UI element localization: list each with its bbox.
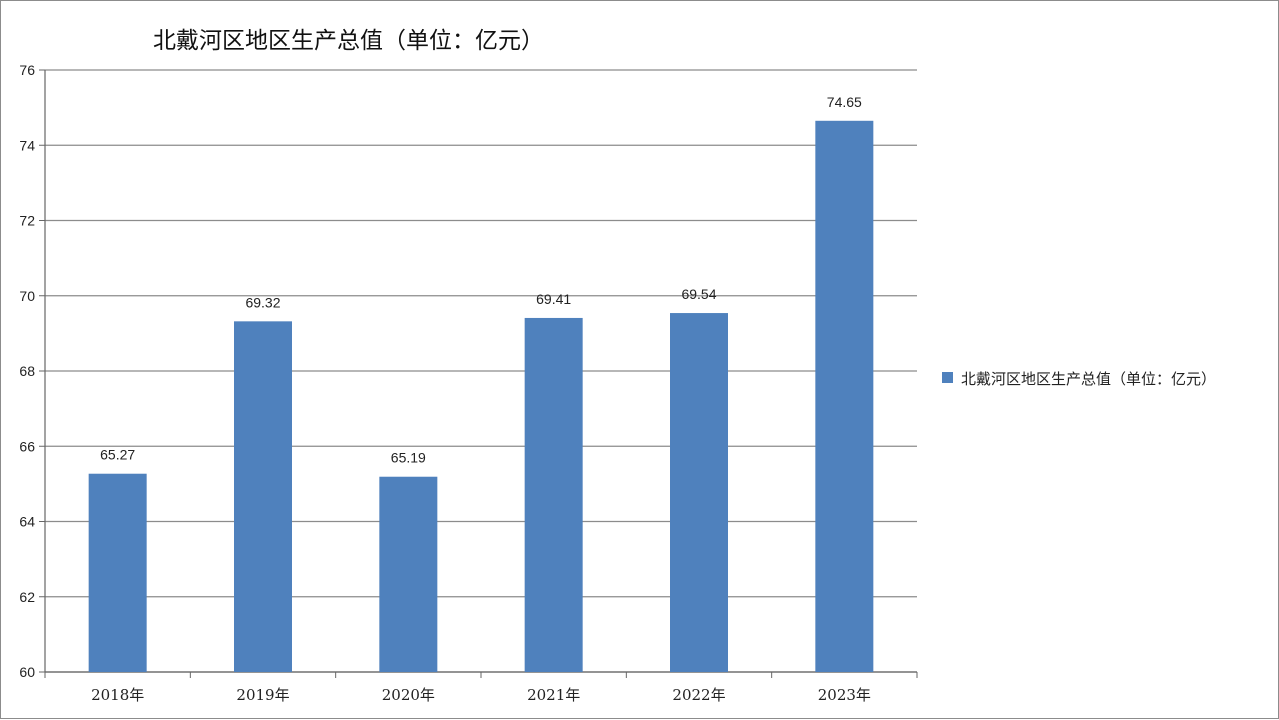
data-label-2023年: 74.65: [827, 94, 862, 110]
y-axis-tick-label: 64: [19, 514, 35, 530]
legend-swatch: [942, 372, 953, 383]
y-axis-tick-label: 76: [19, 62, 35, 78]
data-label-2021年: 69.41: [536, 291, 571, 307]
data-label-2022年: 69.54: [681, 286, 716, 302]
chart-title: 北戴河区地区生产总值（单位：亿元）: [153, 28, 544, 54]
y-axis-tick-label: 70: [19, 288, 35, 304]
y-axis-tick-label: 68: [19, 363, 35, 379]
y-axis-tick-label: 74: [19, 137, 35, 153]
x-axis-category-label: 2018年: [91, 686, 144, 704]
bar-2020年: [379, 476, 438, 672]
bar-2018年: [88, 473, 147, 672]
data-label-2018年: 65.27: [100, 447, 135, 463]
axes: 60 62 64 66 68 70 72 74 76 2018年 2019年 2020年 2021年 20…: [19, 62, 918, 704]
data-label-2020年: 65.19: [391, 450, 426, 466]
bars: [88, 120, 874, 672]
x-axis-category-label: 2020年: [382, 686, 435, 704]
x-axis-category-label: 2022年: [672, 686, 725, 704]
bar-2021年: [524, 317, 583, 672]
bar-2023年: [815, 120, 874, 672]
bar-2019年: [234, 321, 292, 672]
x-axis-category-label: 2019年: [236, 686, 289, 704]
y-axis-tick-label: 60: [19, 664, 35, 680]
gridlines: [45, 69, 917, 673]
legend: 北戴河区地区生产总值（单位：亿元）: [942, 370, 1216, 388]
y-axis-tick-label: 66: [19, 438, 35, 454]
y-axis-tick-label: 62: [19, 589, 35, 605]
legend-label: 北戴河区地区生产总值（单位：亿元）: [961, 370, 1216, 388]
data-label-2019年: 69.32: [245, 294, 280, 310]
x-axis-category-label: 2021年: [527, 686, 580, 704]
data-labels: 65.27 69.32 65.19 69.41 69.54 74.65: [100, 94, 862, 466]
x-axis-category-label: 2023年: [818, 686, 871, 704]
bar-2022年: [670, 313, 728, 672]
y-axis-tick-label: 72: [19, 213, 35, 229]
